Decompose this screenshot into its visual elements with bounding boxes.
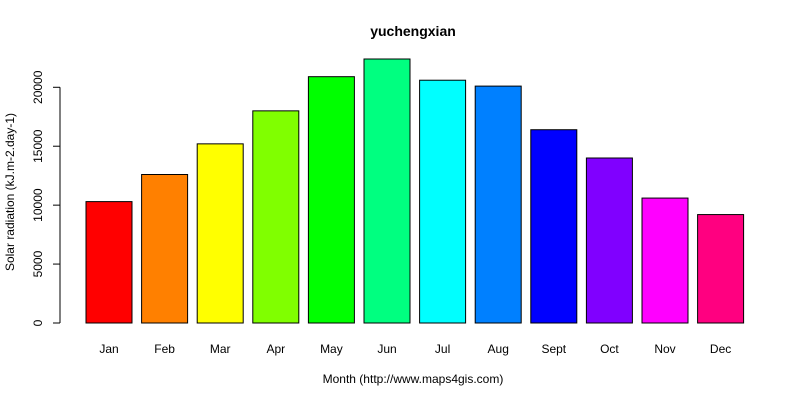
y-tick-label: 10000 bbox=[31, 188, 45, 222]
y-tick-label: 5000 bbox=[31, 250, 45, 277]
bar-jun bbox=[363, 58, 411, 324]
y-tick-label: 15000 bbox=[31, 129, 45, 163]
bar-mar bbox=[196, 143, 244, 324]
y-tick-label: 20000 bbox=[31, 70, 45, 104]
bar-may bbox=[307, 76, 355, 324]
x-tick-label: May bbox=[320, 342, 343, 356]
bar-jul bbox=[419, 79, 467, 324]
x-tick-label: Jul bbox=[435, 342, 450, 356]
bar-aug bbox=[474, 85, 522, 324]
bar-apr bbox=[252, 110, 300, 324]
bar-jan bbox=[85, 201, 133, 324]
x-tick-label: Dec bbox=[710, 342, 731, 356]
x-tick-label: Aug bbox=[488, 342, 509, 356]
bars-group bbox=[85, 58, 745, 324]
x-tick-label: Feb bbox=[154, 342, 175, 356]
bar-nov bbox=[641, 197, 689, 324]
x-axis-label: Month (http://www.maps4gis.com) bbox=[323, 372, 504, 386]
bar-dec bbox=[697, 214, 745, 324]
y-tick-label: 0 bbox=[31, 319, 45, 326]
x-tick-label: Sept bbox=[541, 342, 566, 356]
chart-title: yuchengxian bbox=[370, 23, 456, 39]
bar-oct bbox=[585, 157, 633, 324]
y-axis-label: Solar radiation (kJ.m-2.day-1) bbox=[3, 113, 17, 271]
x-tick-label: Apr bbox=[266, 342, 285, 356]
bar-sept bbox=[530, 129, 578, 324]
x-tick-label: Nov bbox=[654, 342, 675, 356]
y-axis: 0 5000 10000 15000 20000 bbox=[31, 70, 61, 326]
x-tick-label: Jun bbox=[377, 342, 396, 356]
x-tick-label: Mar bbox=[210, 342, 231, 356]
x-tick-label: Oct bbox=[600, 342, 619, 356]
x-axis-tick-labels: Jan Feb Mar Apr May Jun Jul Aug Sept Oct Nov Dec bbox=[99, 342, 731, 356]
x-tick-label: Jan bbox=[99, 342, 118, 356]
bar-feb bbox=[141, 174, 189, 324]
